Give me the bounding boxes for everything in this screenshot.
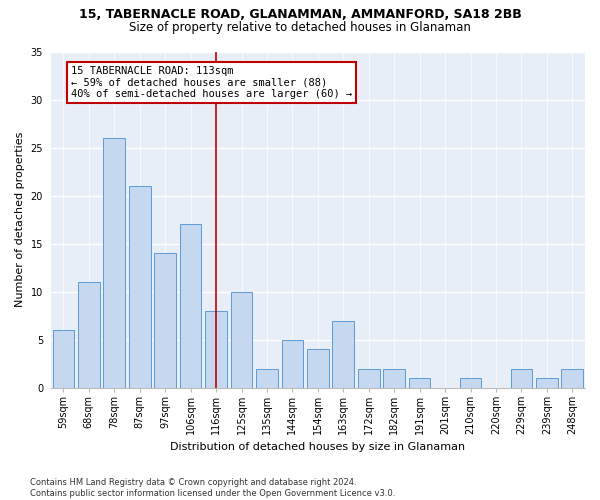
Text: 15 TABERNACLE ROAD: 113sqm
← 59% of detached houses are smaller (88)
40% of semi: 15 TABERNACLE ROAD: 113sqm ← 59% of deta… <box>71 66 352 99</box>
Bar <box>154 254 176 388</box>
Bar <box>205 311 227 388</box>
Bar <box>409 378 430 388</box>
Bar <box>180 224 202 388</box>
Bar <box>460 378 481 388</box>
Bar <box>78 282 100 388</box>
Bar <box>231 292 253 388</box>
Bar <box>332 320 354 388</box>
Bar <box>562 368 583 388</box>
Bar <box>103 138 125 388</box>
Text: Size of property relative to detached houses in Glanaman: Size of property relative to detached ho… <box>129 21 471 34</box>
Bar <box>307 350 329 388</box>
Y-axis label: Number of detached properties: Number of detached properties <box>15 132 25 308</box>
Bar <box>511 368 532 388</box>
Bar <box>383 368 405 388</box>
Text: Contains HM Land Registry data © Crown copyright and database right 2024.
Contai: Contains HM Land Registry data © Crown c… <box>30 478 395 498</box>
X-axis label: Distribution of detached houses by size in Glanaman: Distribution of detached houses by size … <box>170 442 466 452</box>
Bar <box>53 330 74 388</box>
Bar <box>281 340 303 388</box>
Text: 15, TABERNACLE ROAD, GLANAMMAN, AMMANFORD, SA18 2BB: 15, TABERNACLE ROAD, GLANAMMAN, AMMANFOR… <box>79 8 521 21</box>
Bar <box>536 378 557 388</box>
Bar <box>129 186 151 388</box>
Bar <box>358 368 380 388</box>
Bar <box>256 368 278 388</box>
